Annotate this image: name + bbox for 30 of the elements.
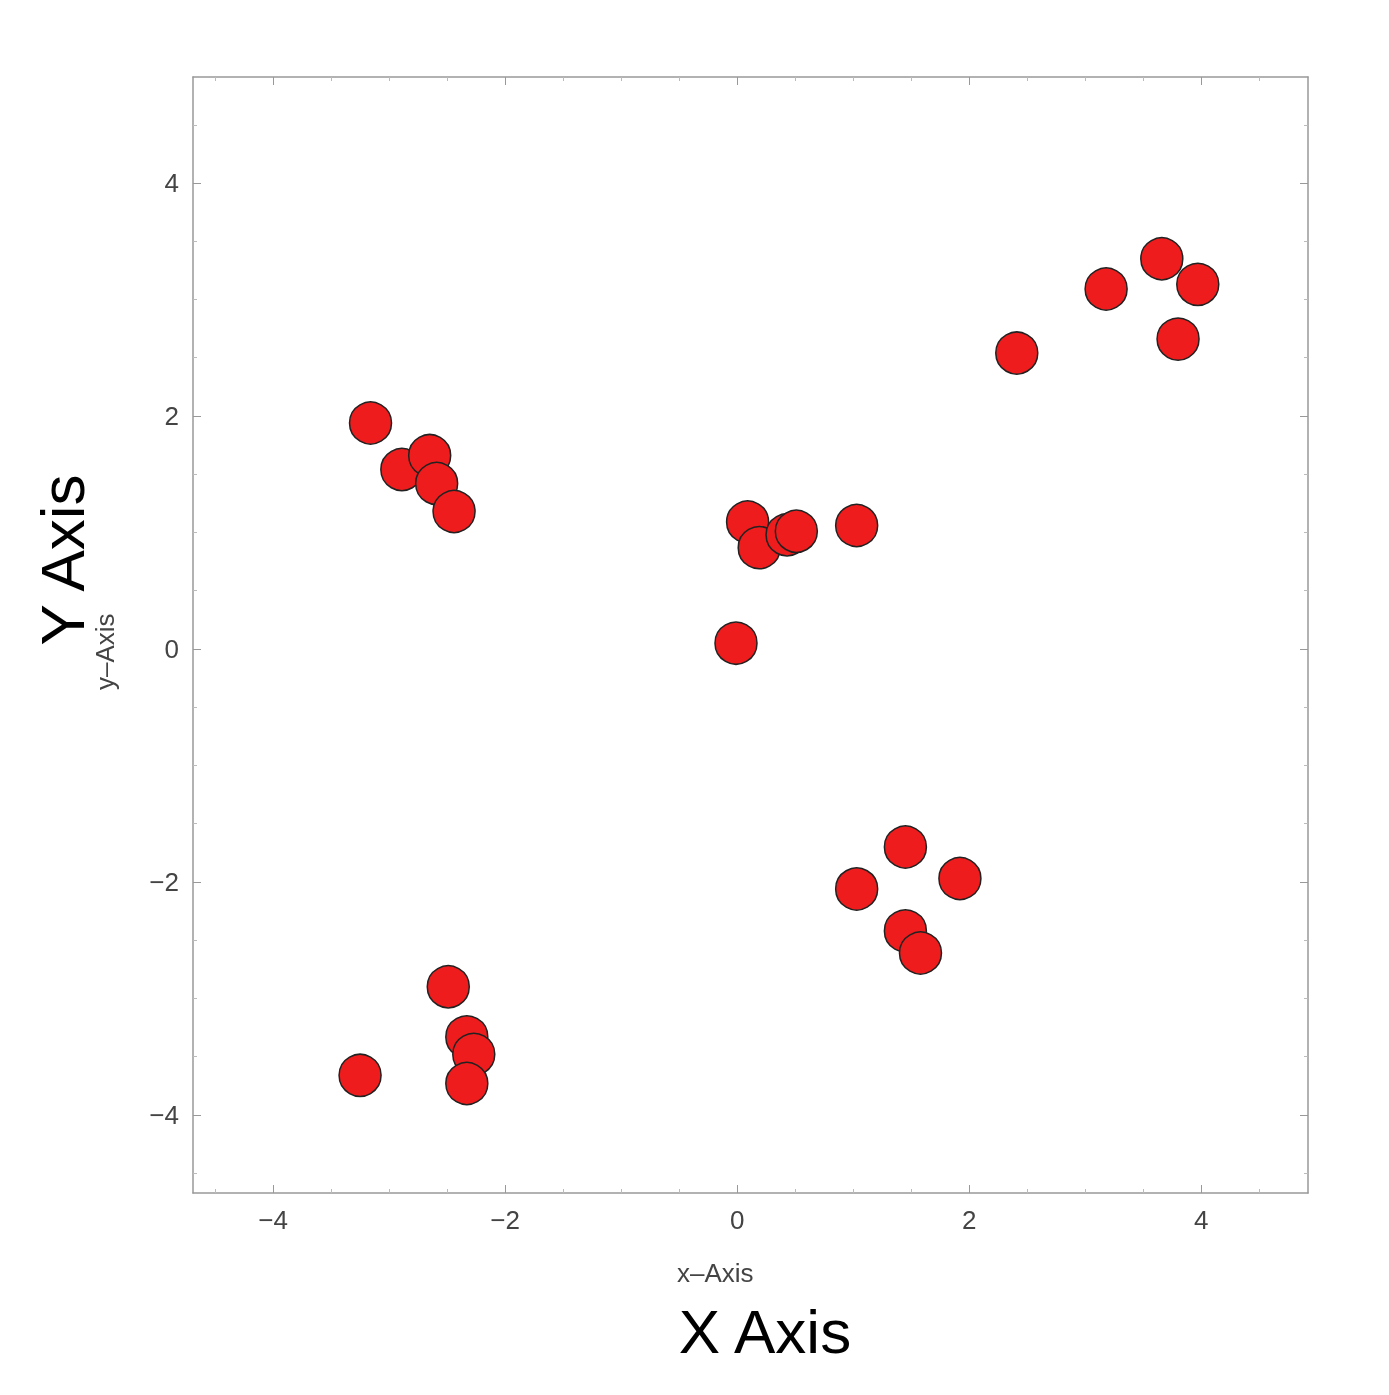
y-tick-label: −2 [149,866,179,897]
point [834,867,879,911]
x-axis-title: X Axis [678,1296,852,1366]
point [834,503,879,548]
y-tick-label: 4 [164,168,179,199]
text: y–Axis [90,613,120,690]
point [938,856,982,901]
x-tick-label: −2 [490,1205,520,1235]
point [898,931,943,975]
x-tick-label: 4 [1194,1205,1209,1235]
point [995,331,1039,375]
y-tick-label: 2 [164,400,179,431]
point [1140,236,1184,281]
point [1176,262,1220,307]
x-tick-label: 0 [729,1205,745,1235]
x-tick-label: 2 [961,1205,977,1235]
text: x–Axis [677,1258,754,1288]
point [426,965,470,1009]
point [774,509,819,554]
point [1084,267,1128,311]
y-tick-label: −4 [149,1099,179,1130]
point [432,489,476,534]
x-tick-label: −4 [258,1205,288,1235]
y-tick-label: 0 [164,633,179,664]
point [1156,317,1200,361]
point [445,1061,489,1106]
point [348,401,393,445]
point [714,621,758,665]
point [338,1053,382,1098]
point [883,825,928,869]
